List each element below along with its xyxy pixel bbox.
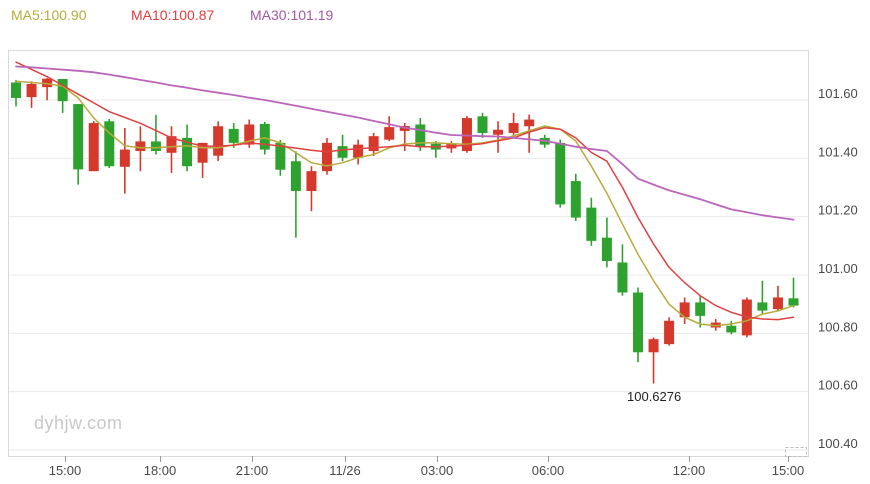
candle-body	[353, 144, 364, 158]
candle-body	[648, 339, 659, 353]
candle-body	[368, 136, 379, 152]
candle-body	[119, 149, 130, 167]
ma-line-ma30	[15, 65, 795, 221]
candle-body	[524, 119, 535, 127]
ma-line-ma10	[15, 61, 795, 321]
y-axis-label: 100.60	[818, 378, 858, 393]
y-axis-label: 100.80	[818, 319, 858, 334]
candle-body	[757, 302, 768, 311]
candle-body	[104, 121, 115, 167]
x-axis-label: 15:00	[772, 463, 805, 478]
candle-body	[57, 79, 68, 102]
plot-border	[8, 50, 809, 457]
current-time-marker	[785, 447, 807, 457]
candle-body	[586, 207, 597, 241]
candle-body	[88, 123, 99, 172]
candle-body	[772, 297, 783, 310]
watermark: dyhjw.com	[34, 413, 123, 433]
y-axis-label: 101.60	[818, 86, 858, 101]
candle-body	[461, 118, 472, 152]
candle-body	[228, 128, 239, 143]
candle-body	[244, 124, 255, 145]
candle-body	[337, 146, 348, 158]
candle-body	[322, 142, 332, 172]
candle-body	[166, 136, 177, 153]
candle-body	[633, 292, 643, 353]
candle-body	[555, 142, 566, 205]
candle-body	[259, 123, 270, 150]
legend-ma30: MA30:101.19	[250, 7, 334, 23]
candle-body	[306, 171, 317, 191]
candle-body	[213, 126, 224, 156]
low-price-label: 100.6276	[627, 389, 682, 404]
x-axis-label: 06:00	[532, 463, 565, 478]
x-axis-label: 11/26	[329, 463, 361, 478]
candle-body	[493, 129, 504, 135]
candle-body	[679, 302, 690, 318]
candle-body	[508, 123, 519, 133]
candle-body	[182, 137, 193, 167]
candle-body	[601, 237, 612, 261]
candle-body	[11, 82, 21, 98]
legend-ma5: MA5:100.90	[11, 7, 87, 23]
x-axis-label: 21:00	[236, 463, 269, 478]
candle-body	[384, 127, 395, 140]
x-axis-label: 12:00	[673, 463, 706, 478]
legend-ma10: MA10:100.87	[131, 7, 215, 23]
candle-body	[788, 298, 799, 306]
candle-body	[570, 181, 581, 218]
candle-body	[26, 83, 37, 98]
candle-body	[695, 302, 706, 316]
y-axis-label: 100.40	[818, 436, 858, 451]
candle-body	[477, 116, 488, 133]
x-axis-label: 15:00	[49, 463, 82, 478]
candle-body	[135, 141, 146, 152]
candle-body	[617, 262, 628, 293]
candle-body	[197, 142, 208, 163]
x-axis-label: 03:00	[421, 463, 454, 478]
y-axis-label: 101.20	[818, 203, 858, 218]
candle-body	[42, 78, 53, 88]
candle-body	[710, 322, 721, 328]
ma-line-ma5	[15, 80, 795, 327]
y-axis-label: 101.40	[818, 144, 858, 159]
candle-body	[726, 325, 737, 333]
candle-body	[415, 124, 426, 147]
candle-body	[150, 141, 161, 152]
candle-body	[290, 161, 301, 191]
candle-body	[73, 104, 84, 170]
x-axis-label: 18:00	[144, 463, 177, 478]
ma-legend: MA5:100.90 MA10:100.87 MA30:101.19	[0, 7, 870, 27]
y-axis-label: 101.00	[818, 261, 858, 276]
candle-body	[275, 142, 286, 170]
candle-body	[664, 320, 675, 345]
